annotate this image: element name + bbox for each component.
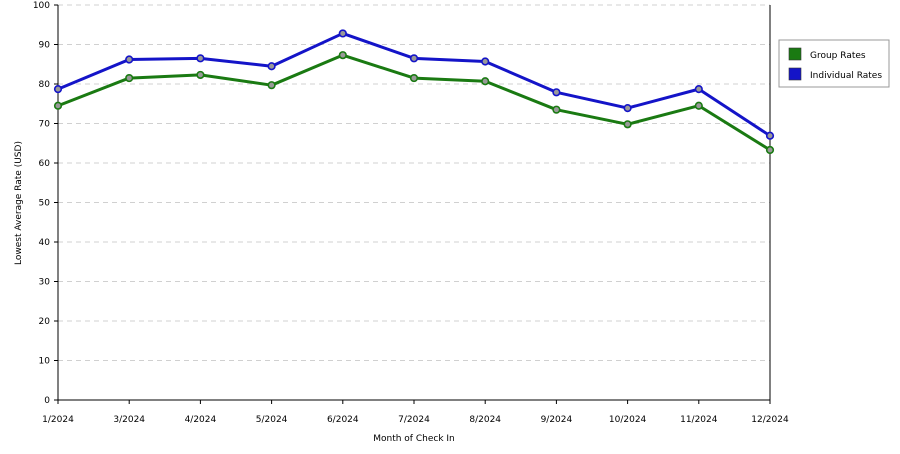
data-point [552,88,561,97]
x-tick-label: 7/2024 [398,415,430,425]
data-point [765,131,775,140]
data-point [125,55,134,64]
y-axis-title: Lowest Average Rate (USD) [14,141,24,265]
y-tick-label: 30 [39,278,51,288]
x-tick-label: 9/2024 [541,415,573,425]
y-tick-label: 20 [39,317,51,327]
data-point [481,77,490,86]
series [53,29,775,155]
y-tick-label: 50 [39,199,51,209]
data-point [338,51,347,60]
legend-swatch [788,67,802,81]
legend-swatch [788,47,802,61]
data-point [196,54,205,63]
data-point [409,54,419,63]
y-tick-label: 10 [39,357,51,367]
series-line [56,31,772,138]
data-point [125,73,134,83]
x-tick-label: 11/2024 [680,415,718,425]
data-point [409,73,419,83]
x-tick-label: 10/2024 [609,415,647,425]
data-point [267,62,276,71]
data-point [53,85,63,94]
x-tick-label: 8/2024 [469,415,501,425]
data-point [338,29,347,38]
data-point [481,57,490,66]
series-individual-rates [53,29,775,140]
data-point [623,120,632,129]
x-tick-label: 6/2024 [327,415,359,425]
data-point [623,103,632,113]
series-line [56,53,772,152]
data-point [196,70,205,80]
y-tick-label: 0 [44,396,50,406]
data-point [267,81,276,90]
gridlines [58,4,770,361]
x-tick-label: 5/2024 [256,415,288,425]
data-point [552,105,561,114]
legend-label: Group Rates [810,51,866,61]
x-tick-label: 4/2024 [185,415,217,425]
y-tick-label: 100 [33,1,50,11]
data-point [765,145,775,155]
x-tick-label: 3/2024 [113,415,145,425]
data-point [53,101,63,110]
data-point [694,85,703,94]
x-axis-title: Month of Check In [373,434,455,444]
x-tick-label: 12/2024 [751,415,789,425]
y-tick-label: 40 [39,238,51,248]
x-tick-label: 1/2024 [42,415,74,425]
legend-label: Individual Rates [810,71,882,81]
y-tick-label: 70 [39,120,51,130]
axes: 0 10 20 30 40 50 60 70 80 90 100 1/2024 3/2024 4/2024… [33,1,789,425]
y-tick-label: 80 [39,80,51,90]
series-group-rates [53,51,775,155]
y-tick-label: 60 [39,159,51,169]
legend: Group Rates Individual Rates [778,39,890,88]
data-point [694,101,703,110]
y-tick-label: 90 [39,41,51,51]
